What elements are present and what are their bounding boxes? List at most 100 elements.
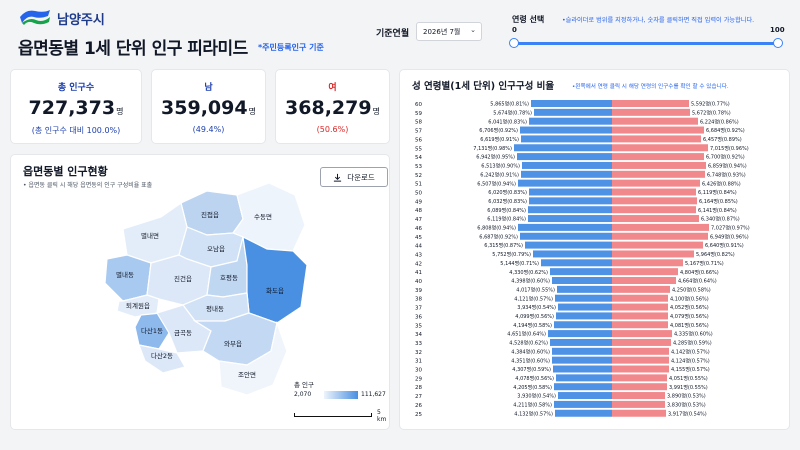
pyramid-age-label[interactable]: 33 bbox=[415, 341, 422, 347]
pyramid-female-label: 6,949명(0.96%) bbox=[710, 233, 749, 240]
pyramid-male-bar bbox=[517, 153, 612, 161]
pyramid-age-label[interactable]: 27 bbox=[415, 394, 422, 400]
pyramid-age-label[interactable]: 56 bbox=[415, 137, 422, 143]
pyramid-age-label[interactable]: 35 bbox=[415, 323, 422, 329]
map-region-label: 수동면 bbox=[254, 212, 272, 221]
pyramid-age-label[interactable]: 31 bbox=[415, 359, 422, 365]
pyramid-female-label: 4,664명(0.64%) bbox=[678, 278, 717, 285]
pyramid-age-label[interactable]: 46 bbox=[415, 226, 422, 232]
pyramid-age-label[interactable]: 43 bbox=[415, 252, 422, 258]
pyramid-male-label: 4,194명(0.58%) bbox=[513, 322, 552, 329]
download-button[interactable]: 다운로드 bbox=[320, 167, 388, 187]
map-legend-min: 2,070 bbox=[294, 391, 312, 398]
pyramid-age-label[interactable]: 26 bbox=[415, 403, 422, 409]
pyramid-age-label[interactable]: 45 bbox=[415, 235, 422, 241]
pyramid-age-label[interactable]: 40 bbox=[415, 279, 422, 285]
pyramid-female-bar bbox=[612, 170, 705, 178]
pyramid-female-label: 3,991명(0.55%) bbox=[669, 384, 708, 391]
pyramid-female-bar bbox=[612, 383, 667, 391]
pyramid-female-bar bbox=[612, 285, 670, 293]
pyramid-female-bar bbox=[612, 277, 676, 284]
map-region-label: 와부읍 bbox=[224, 340, 242, 348]
pyramid-female-bar bbox=[612, 259, 683, 267]
pyramid-age-label[interactable]: 39 bbox=[415, 288, 422, 294]
pyramid-female-label: 4,250명(0.58%) bbox=[672, 286, 711, 293]
pyramid-male-label: 4,211명(0.58%) bbox=[513, 402, 552, 409]
pyramid-male-label: 5,752명(0.79%) bbox=[492, 251, 531, 258]
pyramid-age-label[interactable]: 49 bbox=[415, 199, 422, 205]
pyramid-age-label[interactable]: 53 bbox=[415, 164, 422, 170]
pyramid-male-label: 6,315명(0.87%) bbox=[484, 242, 523, 249]
pyramid-age-label[interactable]: 25 bbox=[415, 412, 422, 418]
pyramid-male-label: 4,132명(0.57%) bbox=[514, 410, 553, 417]
pyramid-age-label[interactable]: 48 bbox=[415, 208, 422, 214]
pyramid-female-label: 6,640명(0.91%) bbox=[705, 242, 744, 249]
stat-card-female: 여 368,279명 (50.6%) bbox=[275, 69, 390, 144]
map-region-7[interactable] bbox=[242, 235, 308, 324]
pyramid-male-label: 5,674명(0.78%) bbox=[493, 109, 532, 116]
age-slider-track[interactable] bbox=[514, 42, 778, 45]
pyramid-age-label[interactable]: 51 bbox=[415, 182, 422, 188]
pyramid-age-label[interactable]: 55 bbox=[415, 146, 422, 152]
pyramid-male-bar bbox=[555, 294, 612, 302]
stat-total-label: 총 인구수 bbox=[57, 83, 95, 93]
date-select[interactable]: 2026년 7월 ⌄ bbox=[416, 22, 482, 41]
pyramid-age-label[interactable]: 28 bbox=[415, 385, 422, 391]
map-region-8[interactable] bbox=[116, 294, 160, 318]
map-region-label: 금곡동 bbox=[174, 329, 192, 337]
pyramid-female-label: 5,592명(0.77%) bbox=[691, 101, 730, 108]
pyramid-male-label: 4,651명(0.64%) bbox=[507, 331, 546, 338]
map-region-14[interactable] bbox=[218, 320, 288, 396]
pyramid-male-bar bbox=[520, 126, 612, 134]
pyramid-female-bar bbox=[612, 215, 699, 223]
pyramid-female-label: 3,830명(0.53%) bbox=[667, 402, 706, 409]
pyramid-male-bar bbox=[541, 259, 612, 267]
age-slider-max-handle[interactable] bbox=[773, 38, 783, 48]
pyramid-age-label[interactable]: 47 bbox=[415, 217, 422, 223]
pyramid-age-label[interactable]: 38 bbox=[415, 297, 422, 303]
city-logo-icon bbox=[20, 10, 50, 25]
map-region-label: 평내동 bbox=[206, 304, 224, 313]
pyramid-female-label: 6,224명(0.86%) bbox=[700, 118, 739, 125]
pyramid-female-bar bbox=[612, 135, 701, 143]
age-max-value[interactable]: 100 bbox=[770, 26, 785, 34]
pyramid-female-label: 3,890명(0.53%) bbox=[667, 393, 706, 400]
pyramid-age-label[interactable]: 54 bbox=[415, 155, 422, 161]
pyramid-male-bar bbox=[552, 356, 612, 364]
pyramid-age-label[interactable]: 42 bbox=[415, 261, 422, 267]
page-title: 읍면동별 1세 단위 인구 피라미드 bbox=[18, 39, 248, 59]
age-slider-min-handle[interactable] bbox=[509, 38, 519, 48]
pyramid-male-label: 4,384명(0.60%) bbox=[511, 348, 550, 355]
pyramid-age-label[interactable]: 57 bbox=[415, 129, 422, 135]
pyramid-age-label[interactable]: 41 bbox=[415, 270, 422, 276]
age-filter-hint: •슬라이더로 범위를 지정하거나, 숫자를 클릭하면 직접 입력이 가능합니다. bbox=[562, 17, 755, 24]
pyramid-female-bar bbox=[612, 321, 668, 329]
pyramid-age-label[interactable]: 60 bbox=[415, 102, 422, 108]
map-legend-gradient bbox=[324, 391, 358, 399]
pyramid-age-label[interactable]: 36 bbox=[415, 314, 422, 320]
map-title: 읍면동별 인구현황 bbox=[23, 165, 108, 178]
pyramid-age-label[interactable]: 32 bbox=[415, 350, 422, 356]
pyramid-age-label[interactable]: 58 bbox=[415, 120, 422, 126]
pyramid-age-label[interactable]: 44 bbox=[415, 244, 422, 250]
pyramid-male-label: 6,942명(0.95%) bbox=[476, 154, 515, 161]
pyramid-age-label[interactable]: 52 bbox=[415, 173, 422, 179]
pyramid-male-label: 6,808명(0.94%) bbox=[477, 225, 516, 232]
pyramid-male-bar bbox=[518, 223, 612, 231]
age-min-value[interactable]: 0 bbox=[512, 26, 517, 34]
pyramid-female-label: 6,700명(0.92%) bbox=[706, 154, 745, 161]
pyramid-age-label[interactable]: 30 bbox=[415, 368, 422, 374]
pyramid-male-label: 3,930명(0.54%) bbox=[517, 393, 556, 400]
pyramid-male-bar bbox=[518, 179, 612, 187]
pyramid-female-label: 4,079명(0.56%) bbox=[670, 313, 709, 320]
pyramid-female-bar bbox=[612, 250, 694, 258]
pyramid-male-bar bbox=[558, 303, 612, 311]
map-region-12[interactable] bbox=[138, 344, 186, 374]
pyramid-age-label[interactable]: 34 bbox=[415, 332, 422, 338]
pyramid-age-label[interactable]: 50 bbox=[415, 191, 422, 197]
pyramid-age-label[interactable]: 37 bbox=[415, 306, 422, 312]
pyramid-male-bar bbox=[529, 197, 612, 205]
pyramid-age-label[interactable]: 59 bbox=[415, 111, 422, 117]
pyramid-age-label[interactable]: 29 bbox=[415, 376, 422, 382]
pyramid-male-label: 6,089명(0.84%) bbox=[487, 207, 526, 214]
